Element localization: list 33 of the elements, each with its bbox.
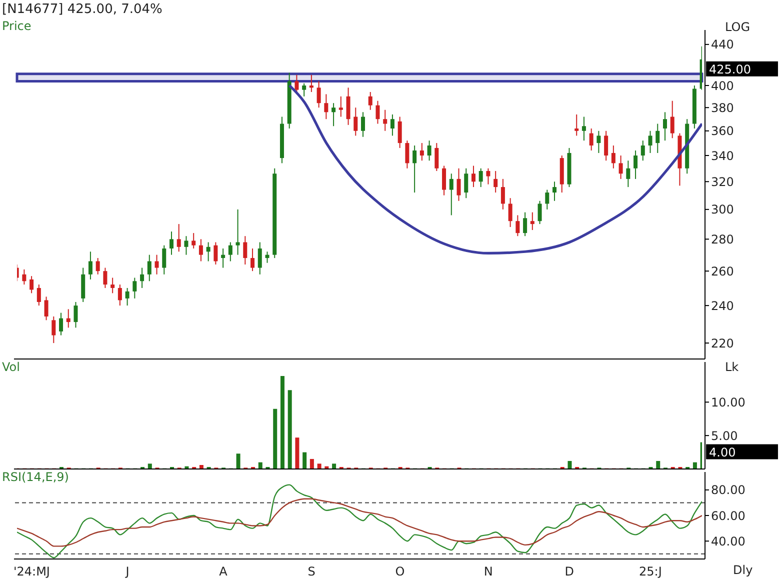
y-tick-label: 240 [711,298,734,313]
y-tick-label: 40.00 [711,534,746,548]
y-tick-label: 300 [711,202,734,217]
text: 4.00 [709,445,736,460]
y-tick-label: 340 [711,148,734,163]
y-axis-title: Price [2,19,32,33]
x-tick-label: N [484,564,493,579]
y-tick-label: 280 [711,232,734,246]
y-tick-label: 360 [711,124,734,138]
x-tick-label: 25:J [639,564,662,579]
x-tick-label: A [219,564,228,579]
text: Dly [733,563,753,577]
x-tick-label: S [308,564,316,579]
y-tick-label: 320 [711,174,734,189]
y-axis-title: Vol [2,360,20,374]
text: Lk [725,360,739,374]
x-tick-label: '24:MJ [13,564,50,579]
x-tick-label: D [564,564,574,579]
y-tick-label: 60.00 [711,508,746,523]
y-tick-label: 80.00 [711,483,746,498]
y-tick-label: 260 [711,264,734,278]
y-axis-title: RSI(14,E,9) [2,470,69,484]
text: LOG [725,20,750,34]
chart-title: [N14677] 425.00, 7.04% [2,2,162,17]
y-tick-label: 5.00 [711,428,738,443]
x-tick-label: O [395,564,405,579]
y-tick-label: 220 [711,336,734,350]
y-tick-label: 440 [711,38,734,52]
y-tick-label: 380 [711,100,734,115]
x-tick-label: J [124,564,130,579]
y-tick-label: 400 [711,78,734,93]
y-tick-label: 10.00 [711,395,746,410]
text: 425.00 [709,62,751,76]
